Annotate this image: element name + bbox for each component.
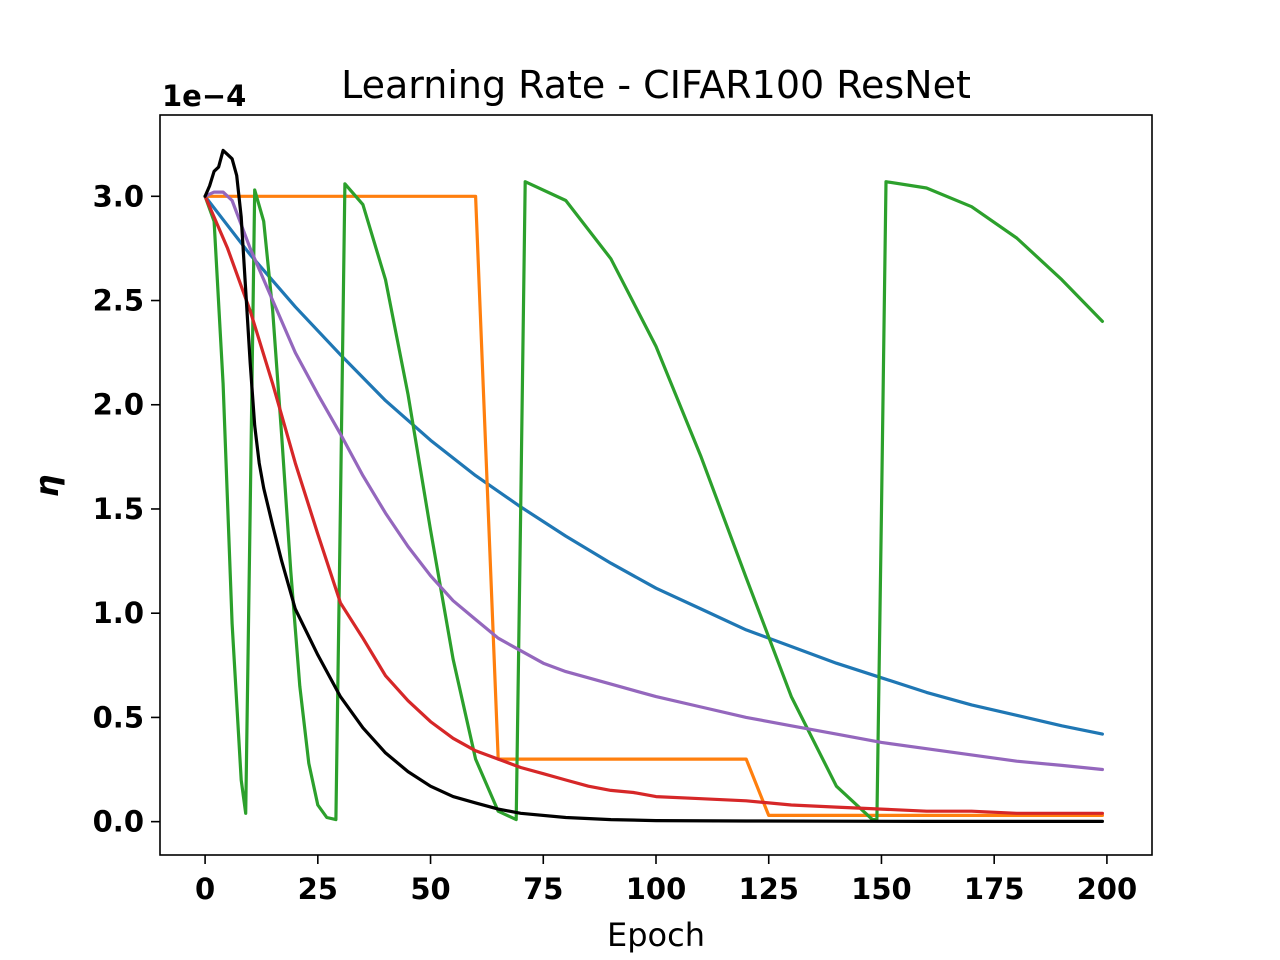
series-line-4 [203,194,1105,815]
series-layer [203,148,1105,824]
x-tick-label: 100 [626,872,687,906]
y-tick-label: 2.0 [93,388,144,422]
series-line-6 [203,148,1105,824]
y-tick-label: 1.5 [93,492,144,526]
y-tick-label: 3.0 [93,179,144,213]
x-tick-label: 0 [195,872,215,906]
y-axis-ticks: 0.0 0.5 1.0 1.5 2.0 2.5 3.0 [93,179,160,839]
x-tick-label: 150 [851,872,912,906]
series-line-3 [203,180,1105,822]
x-tick-label: 175 [964,872,1025,906]
plot-frame [159,114,1153,856]
series-line-2 [203,194,1105,818]
y-axis-offset-label: 1e−4 [162,79,246,113]
x-tick-label: 75 [523,872,563,906]
y-tick-label: 0.0 [93,805,144,839]
x-axis-label: Epoch [607,916,705,954]
x-tick-label: 125 [738,872,799,906]
series-line-1 [203,194,1105,736]
x-tick-label: 50 [410,872,450,906]
x-tick-label: 25 [298,872,338,906]
y-tick-label: 0.5 [93,700,144,734]
x-axis-ticks: 0 25 50 75 100 125 150 175 200 [195,855,1137,906]
y-axis-label: η [28,475,66,498]
y-tick-label: 1.0 [93,596,144,630]
x-tick-label: 200 [1077,872,1138,906]
series-line-5 [203,190,1105,772]
chart-title: Learning Rate - CIFAR100 ResNet [341,63,971,107]
y-tick-label: 2.5 [93,284,144,318]
